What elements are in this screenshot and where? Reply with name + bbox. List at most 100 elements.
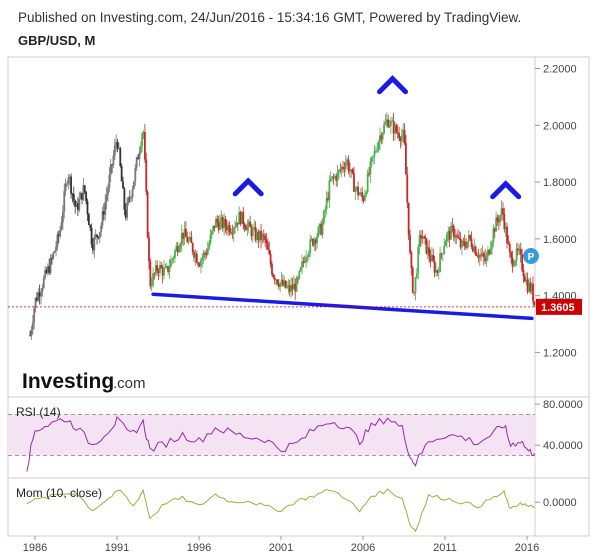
candle-body bbox=[262, 234, 265, 236]
candle-body bbox=[366, 173, 369, 193]
candle-body bbox=[97, 236, 100, 238]
candle-body bbox=[402, 129, 405, 136]
candle-body bbox=[245, 227, 247, 231]
symbol-title: GBP/USD, M bbox=[18, 33, 96, 48]
candle-body bbox=[249, 221, 252, 228]
candle-body bbox=[529, 282, 532, 292]
candle-body bbox=[227, 224, 230, 231]
price-tick-label: 1.8000 bbox=[543, 177, 577, 189]
candle-body bbox=[379, 135, 381, 142]
candle-body bbox=[421, 238, 424, 239]
candle-body bbox=[429, 256, 432, 262]
candle-body bbox=[294, 283, 297, 292]
candle-body bbox=[64, 183, 67, 192]
candle-body bbox=[398, 133, 400, 139]
x-tick-label: 1996 bbox=[187, 542, 211, 554]
candle-body bbox=[354, 188, 357, 192]
candle-body bbox=[191, 243, 194, 253]
candle-body bbox=[59, 229, 62, 237]
candle-body bbox=[124, 209, 127, 218]
candle-body bbox=[194, 253, 197, 258]
candle-body bbox=[82, 185, 85, 200]
candle-body bbox=[171, 258, 174, 261]
candle-body bbox=[446, 234, 448, 242]
candle-body bbox=[105, 194, 108, 202]
candle-body bbox=[75, 203, 78, 207]
candle-body bbox=[38, 292, 41, 297]
candle-body bbox=[335, 176, 338, 181]
candle-body bbox=[96, 234, 98, 237]
candle-body bbox=[261, 234, 264, 241]
candle-body bbox=[265, 240, 268, 244]
candle-body bbox=[102, 211, 105, 215]
candle-body bbox=[373, 151, 376, 156]
candle-body bbox=[510, 252, 513, 258]
candle-body bbox=[380, 135, 383, 140]
candle-body bbox=[388, 125, 391, 128]
logo-suffix: .com bbox=[113, 375, 146, 392]
candle-body bbox=[370, 157, 373, 162]
candle-body bbox=[111, 164, 113, 166]
candle-body bbox=[78, 199, 81, 211]
candle-body bbox=[217, 222, 220, 230]
candle-body bbox=[220, 217, 223, 221]
x-tick-label: 1991 bbox=[105, 542, 129, 554]
candle-body bbox=[495, 217, 498, 232]
candle-body bbox=[310, 238, 313, 240]
candle-body bbox=[313, 239, 316, 246]
candle-body bbox=[165, 266, 168, 268]
candle-body bbox=[189, 237, 191, 240]
candle-body bbox=[374, 151, 377, 152]
candle-body bbox=[264, 235, 267, 241]
candle-body bbox=[426, 247, 429, 254]
candle-body bbox=[436, 270, 439, 273]
candle-body bbox=[256, 231, 258, 240]
candle-body bbox=[148, 237, 150, 262]
candle-body bbox=[277, 283, 280, 288]
candle-body bbox=[108, 174, 111, 188]
candle-body bbox=[309, 239, 312, 253]
candle-body bbox=[178, 248, 180, 253]
candle-body bbox=[63, 191, 66, 212]
candle-body bbox=[454, 236, 457, 238]
candle-body bbox=[297, 277, 299, 279]
candle-body bbox=[41, 287, 44, 293]
candle-body bbox=[355, 186, 358, 189]
candle-body bbox=[487, 249, 489, 257]
price-tick-label: 2.0000 bbox=[543, 120, 577, 132]
candle-body bbox=[107, 187, 109, 195]
candle-body bbox=[389, 120, 392, 126]
candle-body bbox=[243, 224, 246, 228]
candle-body bbox=[176, 246, 179, 253]
candle-body bbox=[257, 231, 260, 241]
price-axis: 2.2000 2.0000 1.8000 1.6000 1.4000 1.2000 bbox=[535, 64, 577, 359]
tradingview-p-icon[interactable]: P bbox=[523, 248, 539, 264]
candle-body bbox=[209, 234, 212, 244]
candle-body bbox=[46, 266, 49, 273]
candle-body bbox=[507, 243, 510, 245]
candle-body bbox=[321, 223, 324, 235]
candle-body bbox=[463, 241, 466, 246]
candle-body bbox=[477, 256, 480, 259]
candle-body bbox=[190, 237, 193, 244]
candle-body bbox=[92, 244, 94, 251]
candle-body bbox=[511, 257, 514, 267]
candle-body bbox=[254, 227, 257, 240]
x-tick-label: 2001 bbox=[269, 542, 293, 554]
candle-body bbox=[49, 258, 52, 273]
candle-body bbox=[506, 226, 508, 244]
candle-body bbox=[48, 266, 51, 273]
candle-body bbox=[365, 192, 368, 195]
candle-body bbox=[98, 231, 101, 238]
x-tick-label: 1986 bbox=[23, 542, 47, 554]
candle-body bbox=[359, 192, 362, 195]
candle-body bbox=[413, 292, 416, 294]
mom-title: Mom (10, close) bbox=[16, 486, 102, 500]
candle-body bbox=[101, 211, 104, 226]
candle-body bbox=[514, 260, 517, 265]
candle-body bbox=[343, 168, 346, 170]
candle-body bbox=[268, 249, 271, 255]
candle-body bbox=[241, 211, 243, 224]
published-caption: Published on Investing.com, 24/Jun/2016 … bbox=[18, 10, 522, 25]
